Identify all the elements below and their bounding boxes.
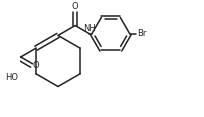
- Text: Br: Br: [136, 29, 145, 38]
- Text: HO: HO: [5, 73, 18, 82]
- Text: O: O: [32, 61, 39, 70]
- Text: NH: NH: [83, 24, 95, 33]
- Text: O: O: [71, 2, 78, 11]
